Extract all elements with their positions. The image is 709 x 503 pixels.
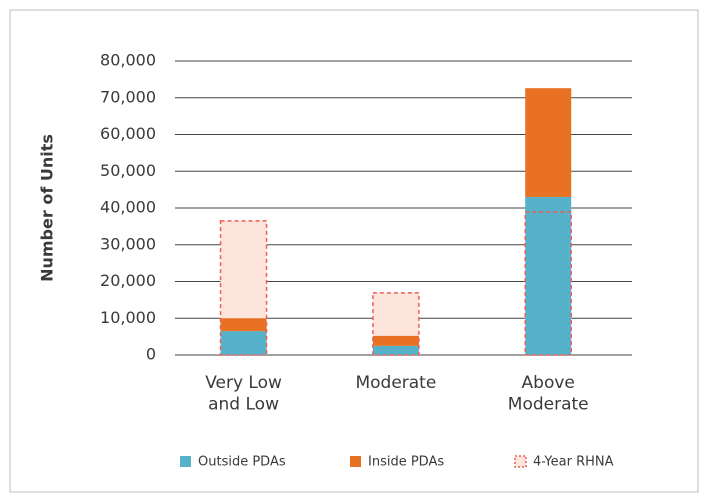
y-tick-label: 40,000	[100, 198, 156, 217]
legend-label: Outside PDAs	[198, 455, 286, 470]
x-tick-label: Very Low and Low	[205, 373, 282, 414]
bar-segment	[525, 88, 572, 197]
y-tick-label: 30,000	[100, 234, 156, 253]
legend-swatch	[180, 456, 191, 467]
rhna-outline	[219, 220, 268, 356]
bar-segment	[220, 318, 267, 332]
x-tick-label: Above Moderate	[508, 373, 589, 414]
y-tick-label: 60,000	[100, 124, 156, 143]
legend-label: 4-Year RHNA	[533, 455, 614, 470]
bar-segment	[220, 331, 267, 355]
rhna-outline	[372, 292, 420, 356]
y-tick-label: 50,000	[100, 161, 156, 180]
x-tick-label: Moderate	[355, 373, 436, 393]
legend-swatch	[514, 455, 527, 468]
y-axis-label: Number of Units	[38, 134, 57, 282]
y-tick-label: 0	[146, 345, 156, 364]
y-tick-label: 20,000	[100, 271, 156, 290]
rhna-outline	[524, 211, 572, 356]
bar-segment	[525, 196, 572, 355]
y-tick-label: 70,000	[100, 87, 156, 106]
y-tick-label: 10,000	[100, 308, 156, 327]
y-tick-label: 80,000	[100, 51, 156, 70]
bar-segment	[372, 335, 419, 346]
chart-frame	[9, 9, 699, 493]
legend-label: Inside PDAs	[368, 455, 444, 470]
legend-swatch	[350, 456, 361, 467]
bar-segment	[372, 345, 419, 355]
